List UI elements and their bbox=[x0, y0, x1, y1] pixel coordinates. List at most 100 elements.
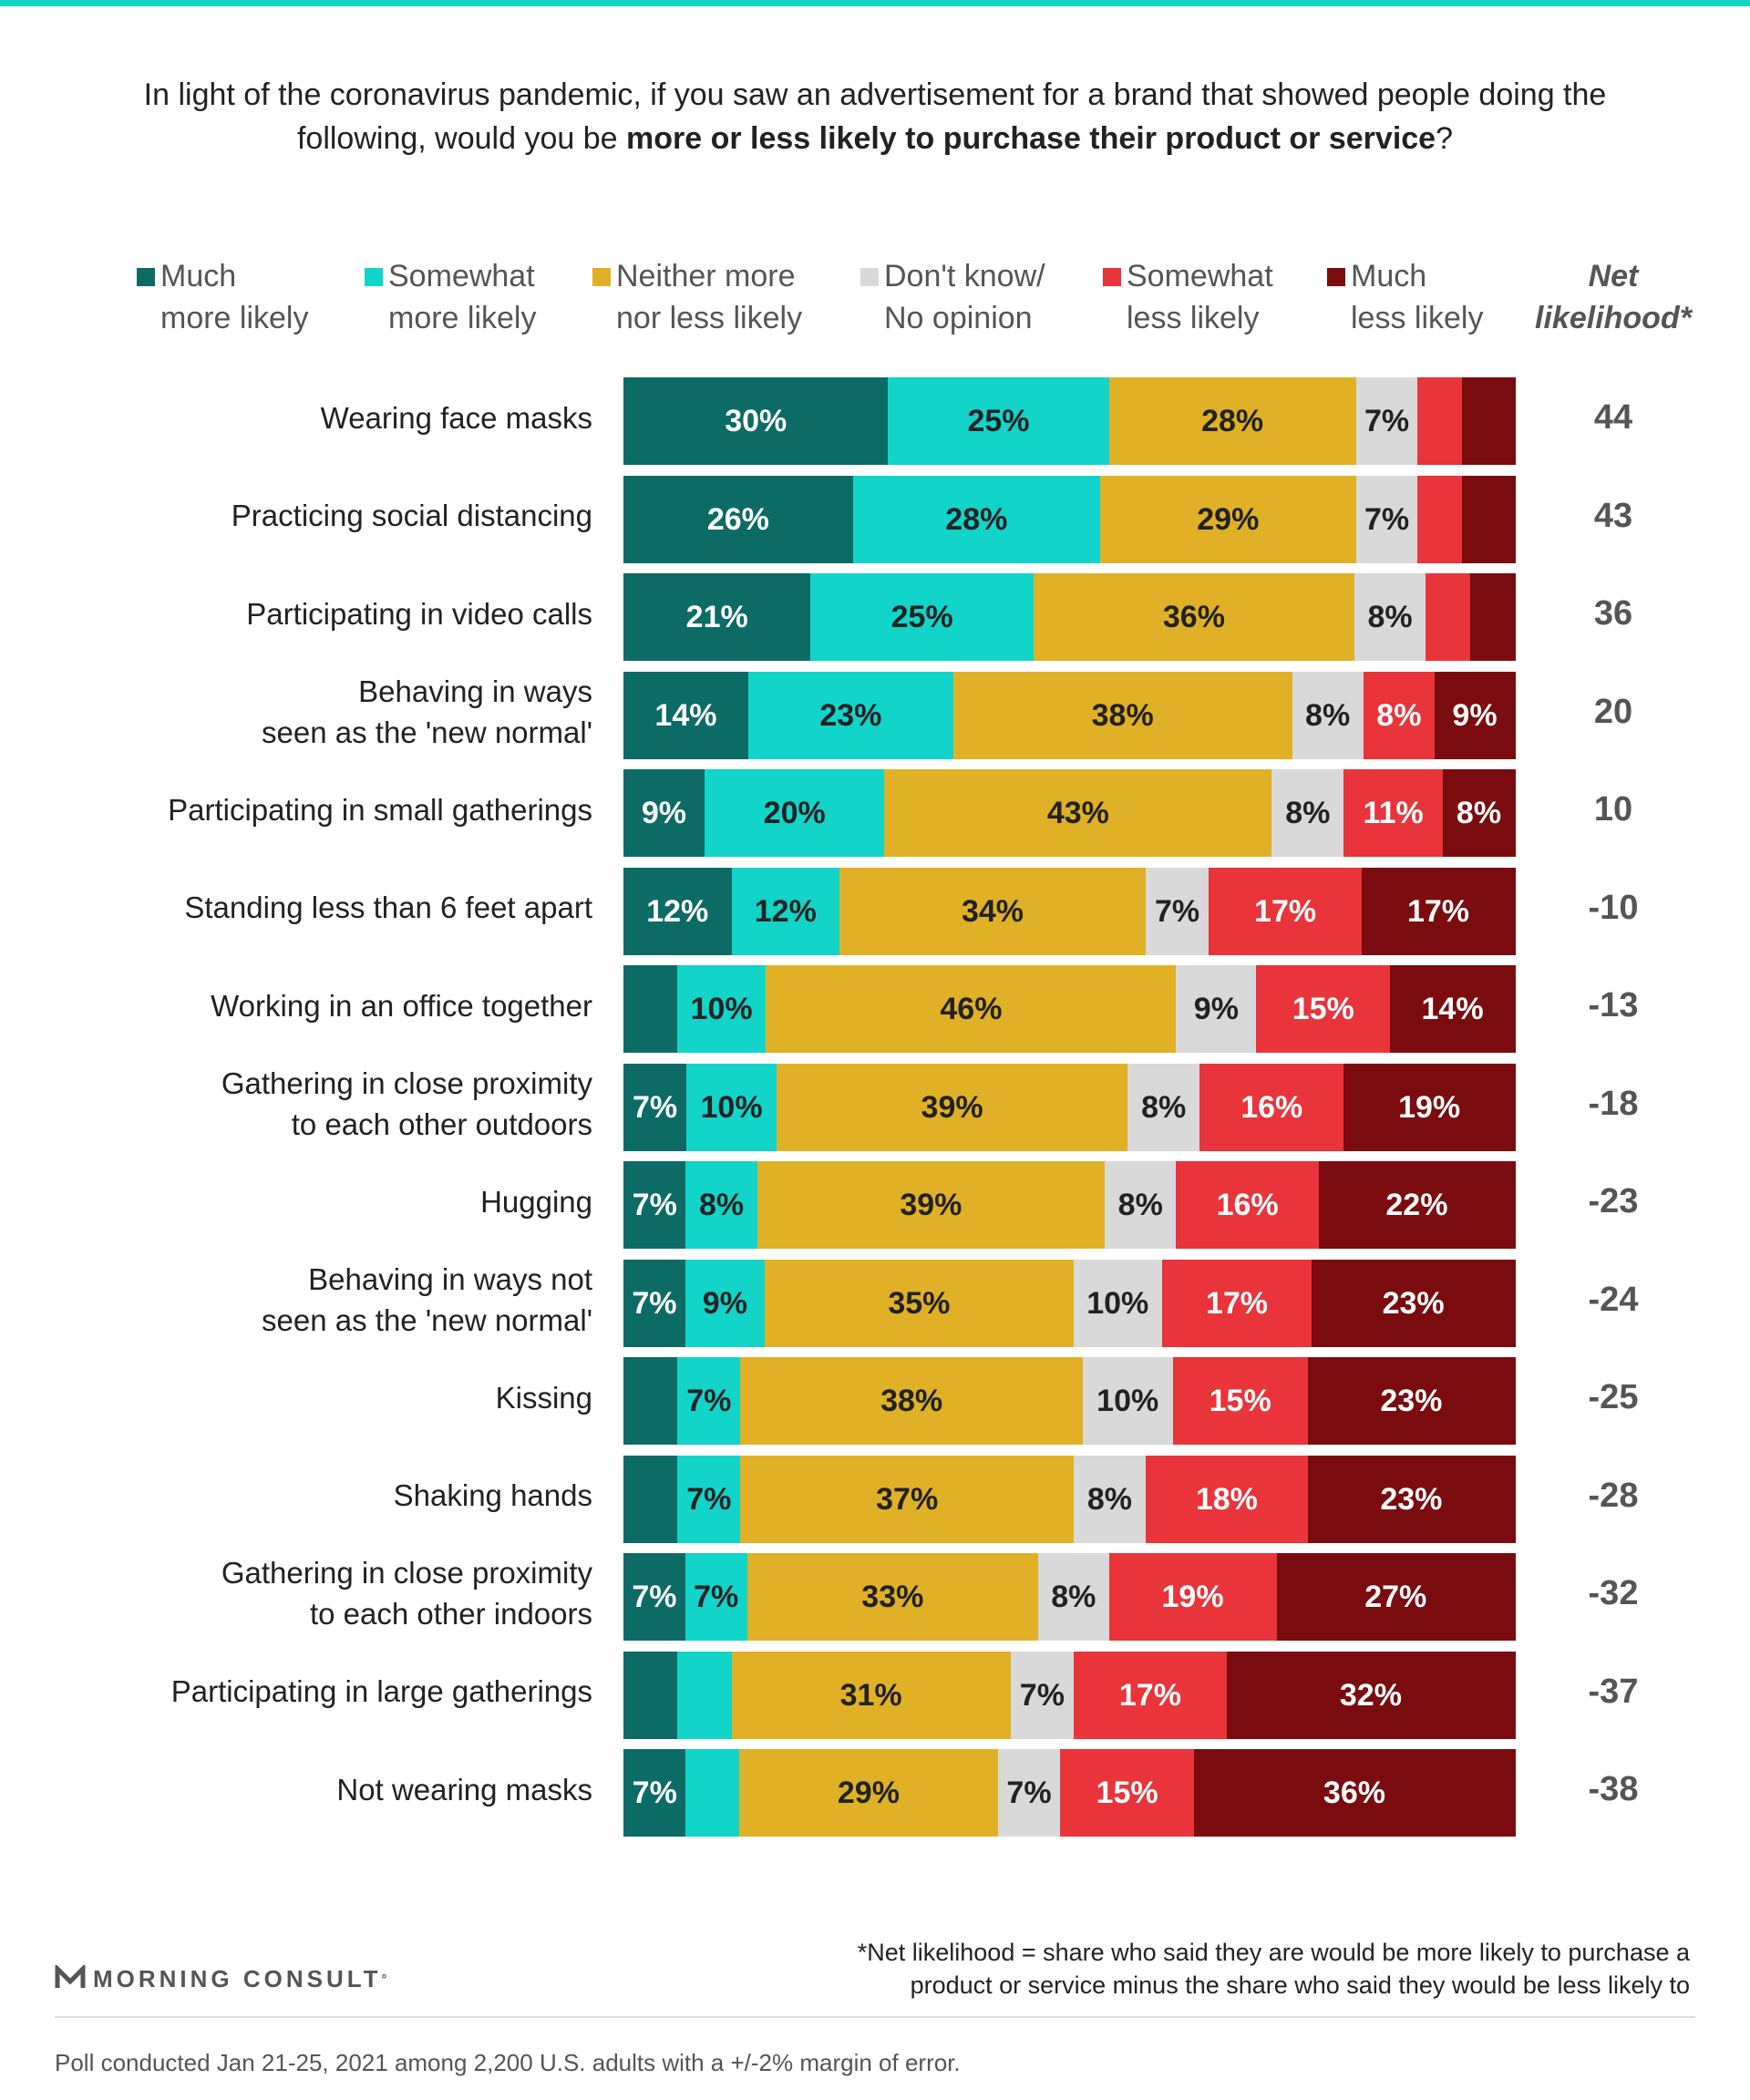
source-note: Poll conducted Jan 21-25, 2021 among 2,2… bbox=[55, 2049, 961, 2076]
bar-segment bbox=[1073, 1455, 1147, 1543]
bar-value-label: 7% bbox=[1006, 1776, 1052, 1810]
stacked-bar: 7% 7% 33% 8% 19% 27% bbox=[623, 1553, 1516, 1641]
row-label: Practicing social distancing bbox=[231, 499, 592, 532]
bar-segment bbox=[1307, 1357, 1516, 1445]
net-likelihood-value: -28 bbox=[1588, 1476, 1639, 1515]
bar-segment bbox=[1010, 1651, 1075, 1739]
bar-value-label: 8% bbox=[1051, 1580, 1096, 1614]
net-likelihood-value: 44 bbox=[1593, 398, 1633, 437]
bar-value-label: 14% bbox=[654, 697, 717, 733]
row-label: Gathering in close proximity to each othe… bbox=[221, 1556, 592, 1631]
bar-value-label: 11% bbox=[1363, 796, 1424, 830]
bar-segment bbox=[1108, 377, 1357, 465]
bar-segment bbox=[1161, 1259, 1312, 1347]
bar-segment bbox=[623, 1161, 687, 1249]
row-label: Participating in small gatherings bbox=[168, 792, 592, 827]
bar-segment bbox=[1082, 1357, 1174, 1445]
bar-value-label: 36% bbox=[1162, 600, 1225, 634]
bar-value-label: 17% bbox=[1118, 1677, 1181, 1713]
stacked-bar: 10% 46% 9% 15% 14% bbox=[623, 965, 1516, 1053]
bar-value-label: 12% bbox=[754, 893, 817, 929]
bar-segment bbox=[677, 1357, 742, 1445]
bar-segment bbox=[623, 1357, 678, 1445]
bar-segment bbox=[1256, 965, 1391, 1053]
bar-segment bbox=[1442, 769, 1516, 857]
bar-segment bbox=[623, 769, 705, 857]
bar-segment bbox=[685, 1749, 740, 1837]
stacked-bar: 7% 9% 35% 10% 17% 23% bbox=[623, 1259, 1516, 1347]
bar-value-label: 9% bbox=[1193, 992, 1239, 1026]
bar-value-label: 27% bbox=[1364, 1580, 1427, 1614]
bar-value-label: 28% bbox=[1201, 404, 1264, 438]
bar-segment bbox=[747, 671, 954, 759]
bar-segment bbox=[623, 965, 678, 1053]
net-likelihood-value: -24 bbox=[1588, 1280, 1639, 1319]
legend-label: Somewhat less likely bbox=[1127, 259, 1273, 335]
bar-segment bbox=[764, 1259, 1075, 1347]
bar-segment bbox=[1434, 671, 1516, 759]
bar-value-label: 23% bbox=[1380, 1384, 1443, 1418]
net-likelihood-value: -32 bbox=[1588, 1574, 1639, 1612]
bar-value-label: 36% bbox=[1323, 1776, 1385, 1810]
bar-value-label: 15% bbox=[1209, 1384, 1271, 1418]
bar-segment bbox=[1226, 1651, 1516, 1739]
bar-segment bbox=[888, 377, 1110, 465]
bar-value-label: 7% bbox=[1019, 1677, 1065, 1713]
bar-value-label: 10% bbox=[1086, 1285, 1149, 1321]
morning-consult-logo-icon bbox=[55, 1965, 86, 1988]
stacked-bar: 31% 7% 17% 32% bbox=[623, 1651, 1516, 1739]
bar-segment bbox=[1073, 1259, 1163, 1347]
bar-segment bbox=[1127, 1063, 1200, 1151]
bar-segment bbox=[623, 1259, 686, 1347]
bar-segment bbox=[776, 1063, 1128, 1151]
legend-swatch bbox=[365, 268, 383, 286]
row-label: Participating in video calls bbox=[246, 596, 592, 631]
net-likelihood-value: -10 bbox=[1588, 888, 1639, 927]
bar-value-label: 10% bbox=[700, 1089, 763, 1125]
bar-value-label: 7% bbox=[686, 1384, 732, 1418]
bar-segment bbox=[1073, 1651, 1228, 1739]
row-label: Standing less than 6 feet apart bbox=[184, 890, 592, 924]
bar-value-label: 17% bbox=[1406, 893, 1470, 929]
net-likelihood-header: Net likelihood* bbox=[1535, 259, 1692, 335]
bar-value-label: 16% bbox=[1240, 1089, 1303, 1125]
legend-label: Much more likely bbox=[160, 259, 309, 335]
row-label: Not wearing masks bbox=[336, 1772, 592, 1807]
bar-segment bbox=[686, 1063, 777, 1151]
bar-segment bbox=[1355, 475, 1419, 563]
legend-swatch bbox=[137, 268, 155, 286]
bar-value-label: 37% bbox=[876, 1481, 939, 1517]
bar-segment bbox=[1390, 965, 1516, 1053]
bar-value-label: 7% bbox=[1154, 893, 1200, 929]
bar-value-label: 10% bbox=[1096, 1384, 1159, 1418]
bar-segment bbox=[1176, 965, 1257, 1053]
bar-value-label: 25% bbox=[890, 600, 953, 634]
bar-value-label: 35% bbox=[888, 1285, 951, 1321]
bar-value-label: 8% bbox=[699, 1188, 745, 1222]
row-label: Behaving in ways not seen as the 'new nor… bbox=[262, 1261, 592, 1337]
stacked-bar: 7% 10% 39% 8% 16% 19% bbox=[623, 1063, 1516, 1151]
bar-value-label: 23% bbox=[819, 697, 882, 733]
bar-value-label: 9% bbox=[1452, 697, 1498, 733]
bar-value-label: 33% bbox=[861, 1580, 924, 1614]
bar-segment bbox=[1033, 573, 1355, 661]
net-likelihood-value: 36 bbox=[1593, 594, 1633, 633]
bar-segment bbox=[852, 475, 1101, 563]
bar-value-label: 28% bbox=[945, 501, 1008, 537]
bar-value-label: 14% bbox=[1421, 992, 1484, 1026]
stacked-bar: 7% 37% 8% 18% 23% bbox=[623, 1455, 1516, 1543]
bar-segment bbox=[704, 769, 886, 857]
stacked-bar: 12% 12% 34% 7% 17% 17% bbox=[623, 867, 1516, 955]
bar-value-label: 7% bbox=[632, 1285, 677, 1321]
bar-value-label: 31% bbox=[839, 1677, 902, 1713]
bar-segment bbox=[1312, 1259, 1516, 1347]
bar-segment bbox=[623, 573, 811, 661]
bar-segment bbox=[1099, 475, 1357, 563]
bar-value-label: 8% bbox=[1376, 697, 1422, 733]
bar-segment bbox=[1060, 1749, 1195, 1837]
bar-segment bbox=[623, 475, 854, 563]
bar-segment bbox=[677, 1651, 733, 1739]
bar-value-label: 12% bbox=[646, 893, 709, 929]
bar-value-label: 7% bbox=[1364, 501, 1410, 537]
net-likelihood-value: -25 bbox=[1588, 1378, 1639, 1416]
